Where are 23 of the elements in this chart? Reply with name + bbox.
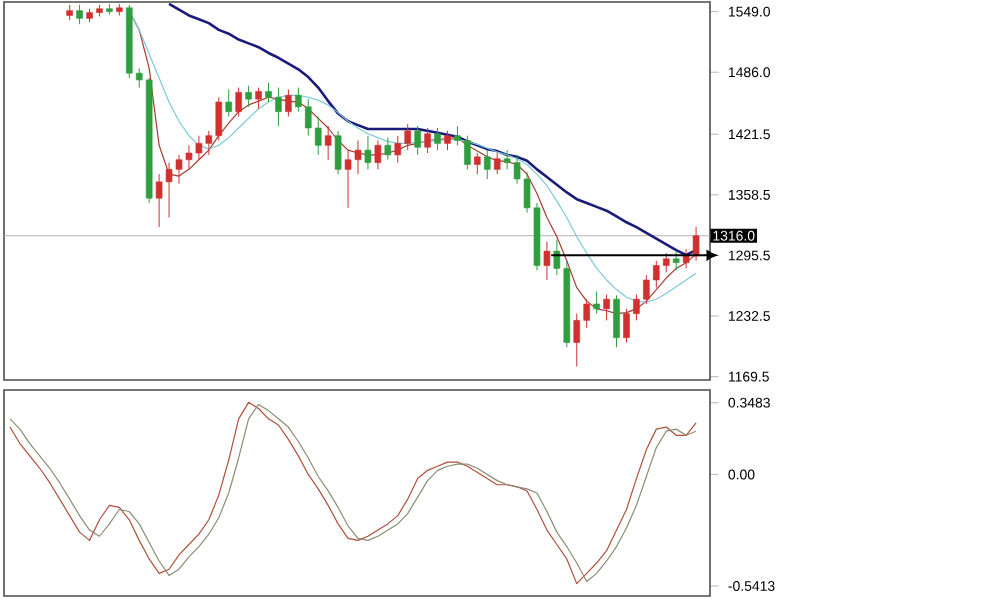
candlestick — [434, 127, 441, 151]
candlestick — [474, 152, 481, 175]
candlestick — [285, 89, 292, 117]
candlestick — [384, 137, 392, 161]
candlestick — [444, 130, 451, 151]
candlestick — [235, 87, 242, 117]
candlestick — [245, 85, 252, 108]
candlestick — [603, 293, 610, 321]
candlestick — [493, 152, 501, 175]
candlestick — [324, 125, 332, 161]
candlestick — [334, 130, 342, 175]
candlestick — [483, 149, 491, 180]
candlestick — [364, 135, 372, 170]
candlestick — [414, 125, 421, 156]
candlestick — [593, 291, 600, 315]
candlestick — [424, 127, 431, 154]
candlestick — [543, 240, 551, 281]
candlestick — [613, 294, 620, 348]
candlestick — [374, 140, 382, 170]
candlestick — [225, 89, 232, 117]
candlestick — [672, 250, 680, 271]
candlestick — [255, 87, 262, 110]
candlestick — [76, 4, 83, 25]
